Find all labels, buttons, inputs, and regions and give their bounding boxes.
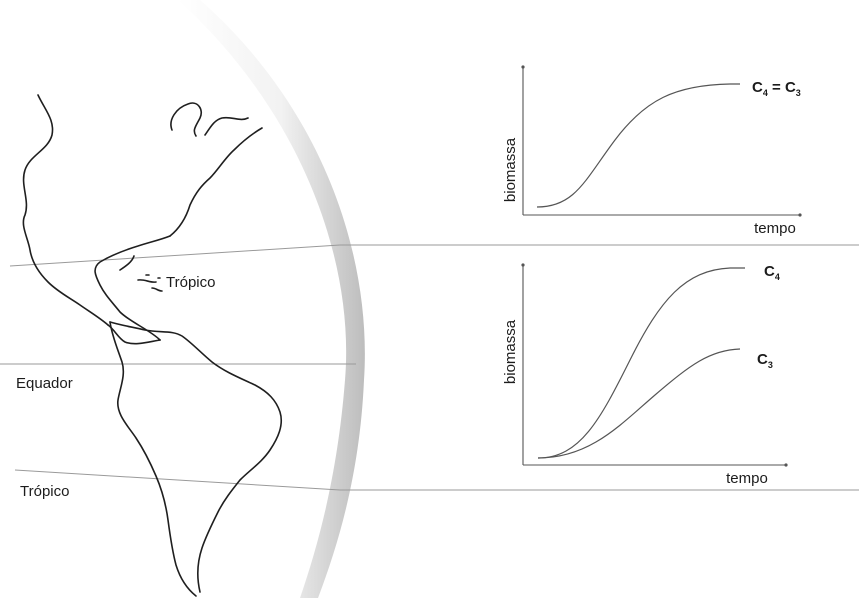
label-equator: Equador: [16, 375, 73, 392]
graph-top: biomassa tempo C4 = C3: [502, 65, 802, 237]
graph-top-y-axis-tip: [521, 65, 525, 69]
south-america-outline: [109, 321, 283, 593]
central-america-coast: [107, 324, 161, 345]
north-america-east-coast: [169, 127, 263, 237]
florida-peninsula: [119, 255, 135, 271]
graph-bottom: biomassa tempo C4 C3: [502, 263, 788, 487]
globe-limb: [178, 0, 365, 598]
graph-top-x-axis-tip: [798, 213, 802, 217]
graph-bottom-c3-label: C3: [757, 351, 773, 370]
hudson-bay-outline: [170, 102, 203, 137]
graph-bottom-y-label: biomassa: [502, 319, 519, 384]
graph-bottom-x-label: tempo: [726, 470, 768, 487]
tropic-line-north: [9, 244, 341, 267]
graph-top-curve-label: C4 = C3: [752, 79, 801, 98]
caribbean-islands: [137, 274, 163, 292]
graph-top-x-label: tempo: [754, 220, 796, 237]
south-america-west-coast: [109, 321, 197, 597]
graph-bottom-c4-label: C4: [764, 263, 780, 282]
north-america-west-coast: [22, 94, 109, 326]
graph-bottom-y-axis-tip: [521, 263, 525, 267]
graph-bottom-x-axis-tip: [784, 463, 788, 467]
tropic-line-south: [14, 469, 341, 491]
graph-top-y-label: biomassa: [502, 137, 519, 202]
labrador-coast: [204, 116, 249, 136]
label-tropic-north: Trópico: [166, 274, 215, 291]
graph-top-curve-c4-c3: [536, 83, 740, 208]
label-tropic-south: Trópico: [20, 483, 69, 500]
graph-bottom-curve-c4: [537, 267, 745, 459]
graph-bottom-curve-c3: [537, 348, 741, 459]
gulf-coast: [94, 235, 171, 341]
